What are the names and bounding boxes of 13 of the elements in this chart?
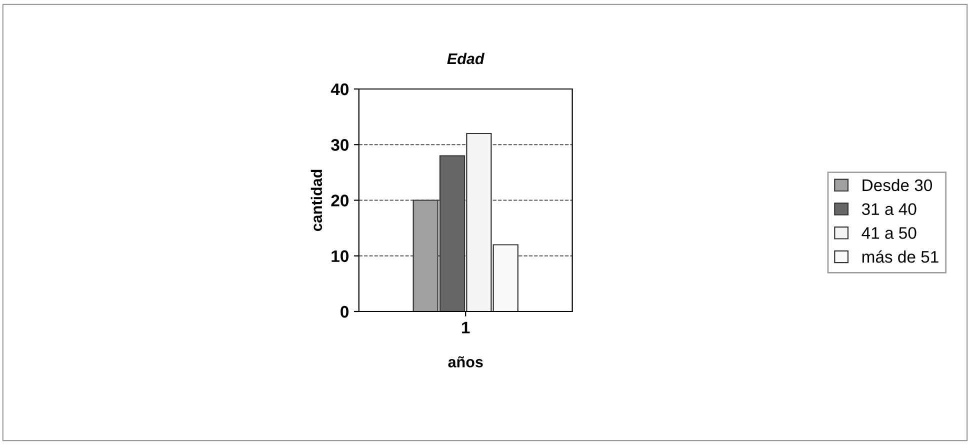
legend-label: 41 a 50 bbox=[862, 227, 916, 239]
y-tick-label: 20 bbox=[331, 194, 348, 206]
chart-title: Edad bbox=[447, 52, 485, 64]
y-axis-title: cantidad bbox=[310, 170, 322, 232]
legend-label: más de 51 bbox=[862, 250, 938, 263]
x-axis-title: años bbox=[448, 356, 483, 368]
legend-label: 31 a 40 bbox=[862, 203, 916, 216]
y-tick-label: 30 bbox=[331, 139, 348, 151]
legend-label: Desde 30 bbox=[862, 178, 932, 192]
x-tick-label: 1 bbox=[462, 322, 470, 334]
y-tick-label: 0 bbox=[340, 306, 348, 318]
y-tick-label: 10 bbox=[332, 250, 348, 262]
y-tick-label: 40 bbox=[330, 83, 348, 96]
